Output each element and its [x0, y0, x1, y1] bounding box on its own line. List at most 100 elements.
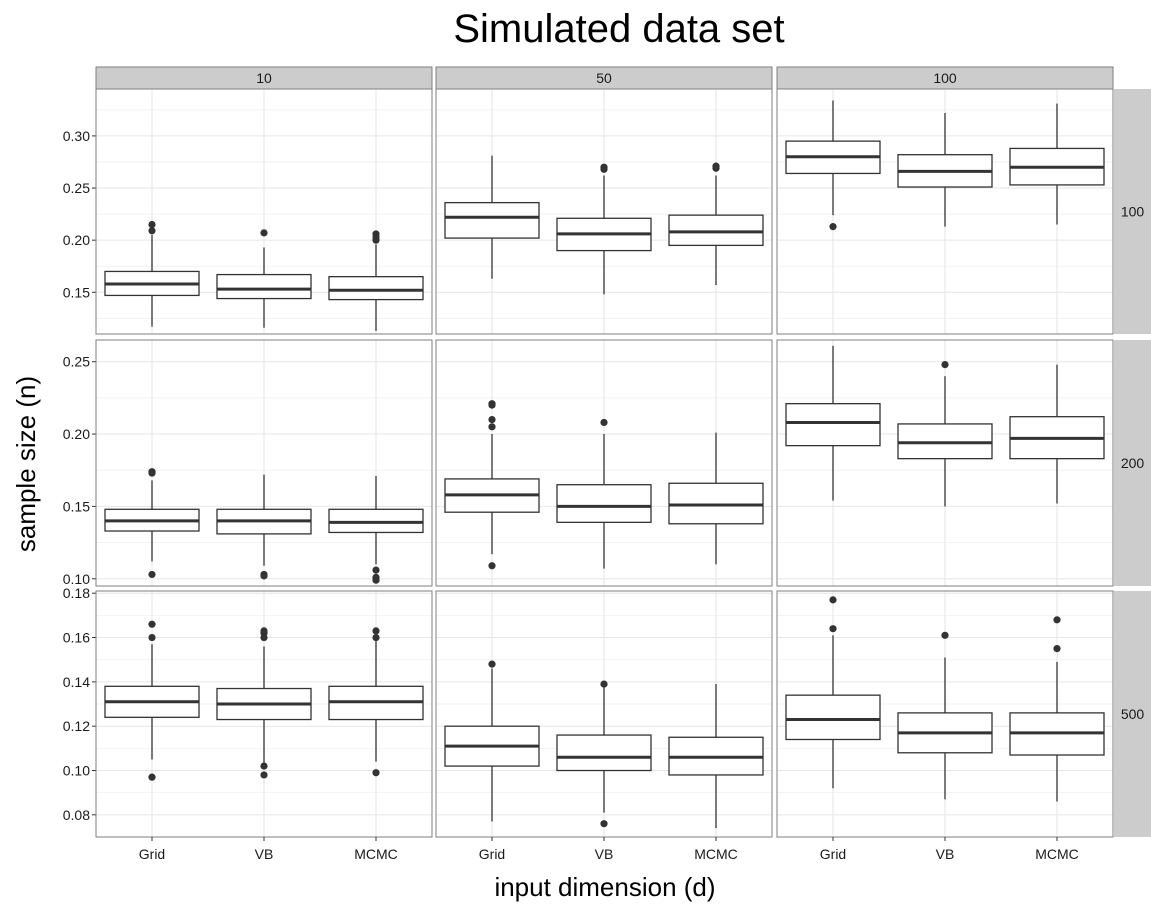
outlier-point	[372, 627, 380, 635]
outlier-point	[600, 680, 608, 688]
x-tick-label: Grid	[479, 846, 505, 862]
box-mcmc	[1009, 364, 1105, 504]
outlier-point	[372, 230, 380, 238]
x-tick-label: MCMC	[694, 846, 738, 862]
y-tick-label: 0.16	[63, 630, 90, 646]
box-vb	[897, 361, 993, 507]
outlier-point	[829, 223, 837, 231]
outlier-point	[372, 566, 380, 574]
outlier-point	[829, 596, 837, 604]
y-tick-label: 0.30	[63, 128, 90, 144]
panel-border	[435, 88, 773, 335]
col-strip-label: 100	[933, 70, 957, 86]
outlier-point	[488, 415, 496, 424]
outlier-point	[148, 468, 156, 476]
y-tick-label: 0.25	[63, 180, 90, 196]
panel-border	[95, 339, 433, 587]
box-vb	[216, 474, 312, 580]
outlier-point	[1053, 645, 1061, 653]
box-grid	[444, 660, 540, 822]
box-grid	[104, 620, 200, 781]
y-tick-label: 0.18	[63, 585, 90, 601]
outlier-point	[600, 418, 608, 427]
panel-border	[435, 339, 773, 587]
outlier-point	[260, 762, 268, 770]
outlier-point	[941, 631, 949, 639]
y-tick-label: 0.10	[63, 571, 90, 587]
box-iqr	[668, 214, 764, 247]
x-tick-label: Grid	[139, 846, 165, 862]
y-tick-label: 0.25	[63, 354, 90, 370]
box-vb	[216, 229, 312, 328]
y-tick-label: 0.15	[63, 284, 90, 300]
panel-border	[776, 88, 1114, 335]
outlier-point	[148, 620, 156, 628]
box-mcmc	[668, 162, 764, 285]
box-iqr	[785, 694, 881, 741]
outlier-point	[1053, 616, 1061, 624]
outlier-point	[600, 163, 608, 171]
x-tick-label: VB	[255, 846, 274, 862]
x-tick-label: MCMC	[1035, 846, 1079, 862]
x-tick-label: VB	[936, 846, 955, 862]
y-tick-label: 0.20	[63, 426, 90, 442]
row-strip-500	[1114, 591, 1151, 837]
box-mcmc	[1009, 103, 1105, 225]
row-strip-200	[1114, 340, 1151, 586]
y-tick-label: 0.20	[63, 232, 90, 248]
outlier-point	[372, 633, 380, 642]
y-tick-label: 0.14	[63, 674, 90, 690]
box-vb	[897, 112, 993, 227]
x-tick-label: MCMC	[354, 846, 398, 862]
panel-border	[776, 339, 1114, 587]
box-iqr	[556, 734, 652, 772]
chart-title: Simulated data set	[453, 7, 784, 51]
outlier-point	[260, 627, 268, 635]
outlier-point	[488, 660, 496, 668]
box-mcmc	[668, 684, 764, 829]
outlier-point	[260, 229, 268, 237]
panel-border	[95, 88, 433, 335]
outlier-point	[488, 400, 496, 408]
box-grid	[785, 345, 881, 501]
outlier-point	[829, 625, 837, 633]
box-mcmc	[328, 476, 424, 584]
outlier-point	[148, 773, 156, 781]
box-grid	[785, 596, 881, 789]
box-vb	[216, 627, 312, 779]
box-iqr	[444, 201, 540, 239]
outlier-point	[372, 573, 380, 581]
box-iqr	[328, 276, 424, 301]
box-vb	[556, 680, 652, 828]
outlier-point	[488, 562, 496, 570]
box-mcmc	[668, 432, 764, 565]
y-tick-label: 0.12	[63, 718, 90, 734]
box-iqr	[785, 403, 881, 447]
outlier-point	[148, 633, 156, 642]
outlier-point	[372, 769, 380, 777]
box-vb	[556, 418, 652, 569]
box-vb	[556, 163, 652, 295]
box-vb	[897, 631, 993, 800]
outlier-point	[260, 570, 268, 579]
row-strip-100	[1114, 89, 1151, 334]
x-axis-title: input dimension (d)	[494, 872, 715, 902]
outlier-point	[148, 570, 156, 579]
row-strip-label: 100	[1121, 204, 1145, 220]
outlier-point	[941, 361, 949, 369]
box-iqr	[556, 484, 652, 523]
row-strip-label: 500	[1121, 706, 1145, 722]
outlier-point	[260, 771, 268, 779]
outlier-point	[148, 220, 156, 229]
row-strip-label: 200	[1121, 455, 1145, 471]
y-tick-label: 0.08	[63, 807, 90, 823]
col-strip-label: 10	[256, 70, 272, 86]
box-grid	[785, 100, 881, 231]
box-iqr	[216, 273, 312, 300]
outlier-point	[488, 423, 496, 431]
box-grid	[444, 400, 540, 570]
box-grid	[104, 468, 200, 579]
col-strip-label: 50	[596, 70, 612, 86]
